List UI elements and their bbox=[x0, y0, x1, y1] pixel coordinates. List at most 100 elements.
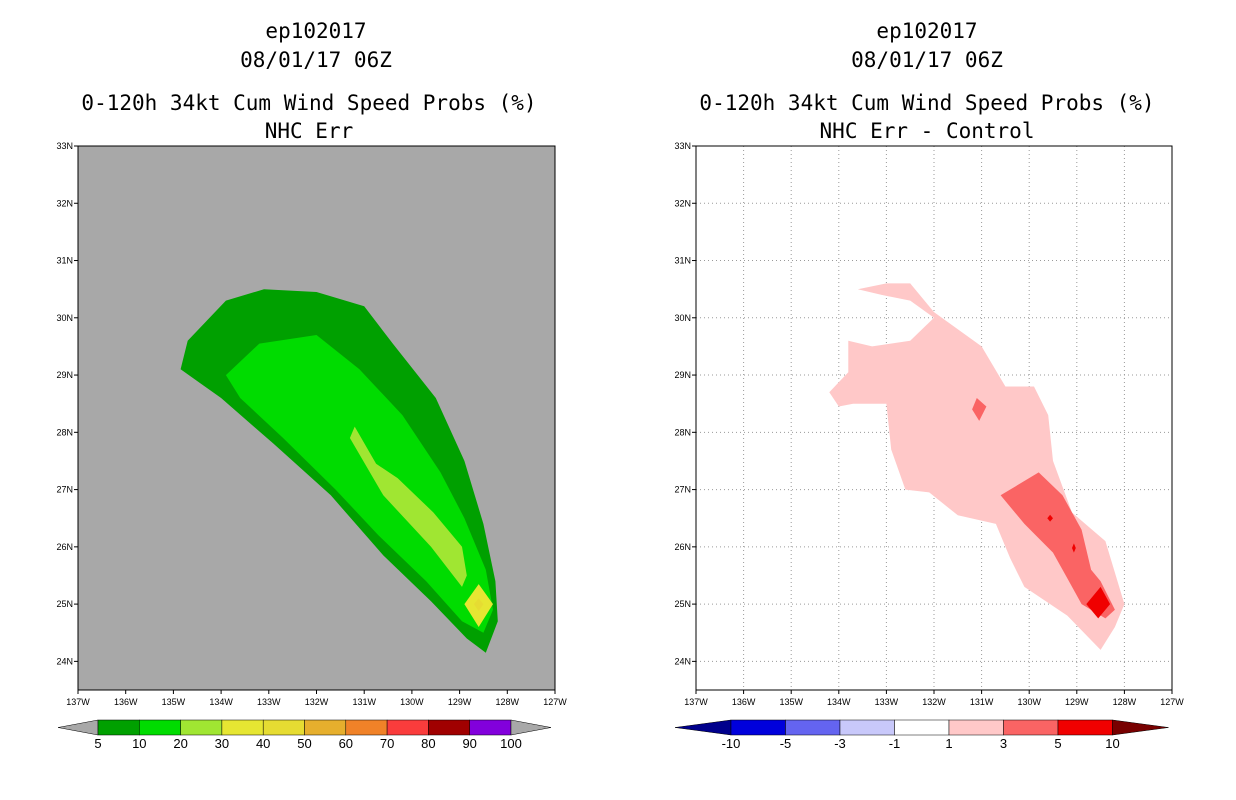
y-tick-label: 31N bbox=[56, 256, 73, 266]
x-tick-label: 133W bbox=[257, 697, 281, 707]
x-tick-label: 132W bbox=[305, 697, 329, 707]
x-tick-label: 131W bbox=[352, 697, 376, 707]
y-tick-label: 30N bbox=[56, 313, 73, 323]
colorbar-high-arrow bbox=[510, 719, 552, 736]
colorbar-low-arrow bbox=[57, 719, 99, 736]
colorbar-swatch bbox=[1003, 719, 1059, 736]
colorbar-label: 90 bbox=[462, 736, 476, 751]
left-x-axis: 137W 136W 135W 134W 133W 132W 131W 130W 129W 128W… bbox=[66, 690, 567, 707]
x-tick-label: 136W bbox=[114, 697, 138, 707]
y-tick-label: 24N bbox=[56, 656, 73, 666]
colorbar-swatch bbox=[304, 719, 347, 736]
x-tick-label: 133W bbox=[875, 697, 899, 707]
colorbar-swatch bbox=[1057, 719, 1113, 736]
x-tick-label: 131W bbox=[970, 697, 994, 707]
colorbar-label: 10 bbox=[132, 736, 146, 751]
colorbar-label: 50 bbox=[297, 736, 311, 751]
y-tick-label: 28N bbox=[56, 427, 73, 437]
x-tick-label: 135W bbox=[162, 697, 186, 707]
x-tick-label: 137W bbox=[66, 697, 90, 707]
colorbar-label: 100 bbox=[500, 736, 522, 751]
y-tick-label: 26N bbox=[56, 542, 73, 552]
contour-5-region bbox=[1047, 514, 1053, 522]
colorbar-swatch bbox=[948, 719, 1004, 736]
y-tick-label: 25N bbox=[56, 599, 73, 609]
x-tick-label: 132W bbox=[922, 697, 946, 707]
left-title: 0-120h 34kt Cum Wind Speed Probs (%) bbox=[81, 91, 536, 115]
y-tick-label: 26N bbox=[674, 542, 691, 552]
right-datetime: 08/01/17 06Z bbox=[851, 48, 1003, 72]
y-tick-label: 30N bbox=[674, 313, 691, 323]
colorbar-swatch bbox=[345, 719, 388, 736]
colorbar-high-arrow bbox=[1112, 719, 1169, 736]
colorbar-label: 1 bbox=[945, 736, 952, 751]
colorbar-swatch bbox=[139, 719, 181, 736]
colorbar-swatch bbox=[221, 719, 264, 736]
x-tick-label: 135W bbox=[779, 697, 803, 707]
colorbar-label: 10 bbox=[1105, 736, 1119, 751]
right-title: 0-120h 34kt Cum Wind Speed Probs (%) bbox=[699, 91, 1154, 115]
right-y-axis: 24N 25N 26N 27N 28N 29N 30N 31N 32N 33N bbox=[674, 141, 696, 666]
colorbar-label: -10 bbox=[722, 736, 741, 751]
colorbar-label: 5 bbox=[94, 736, 101, 751]
y-tick-label: 33N bbox=[56, 141, 73, 151]
colorbar-label: 40 bbox=[256, 736, 270, 751]
x-tick-label: 130W bbox=[400, 697, 424, 707]
y-tick-label: 27N bbox=[56, 485, 73, 495]
colorbar-swatch bbox=[262, 719, 305, 736]
y-tick-label: 28N bbox=[674, 427, 691, 437]
colorbar-label: 3 bbox=[1000, 736, 1007, 751]
colorbar-swatch bbox=[894, 719, 950, 736]
right-subtitle: NHC Err - Control bbox=[820, 119, 1035, 143]
left-subtitle: NHC Err bbox=[265, 119, 354, 143]
y-tick-label: 33N bbox=[674, 141, 691, 151]
left-y-axis: 24N 25N 26N 27N 28N 29N 30N 31N 32N 33N bbox=[56, 141, 78, 666]
contour-20-region bbox=[349, 426, 467, 587]
right-colorbar: -10 -5 -3 -1 1 3 5 10 bbox=[674, 719, 1169, 751]
colorbar-label: -5 bbox=[780, 736, 792, 751]
y-tick-label: 29N bbox=[674, 370, 691, 380]
right-storm-id: ep102017 bbox=[876, 19, 977, 43]
colorbar-swatch bbox=[180, 719, 223, 736]
y-tick-label: 32N bbox=[56, 198, 73, 208]
colorbar-swatch bbox=[785, 719, 841, 736]
contour-5-region bbox=[1086, 586, 1111, 619]
colorbar-label: 60 bbox=[339, 736, 353, 751]
colorbar-low-arrow bbox=[674, 719, 732, 736]
left-contours bbox=[180, 289, 498, 653]
colorbar-label: 80 bbox=[421, 736, 435, 751]
y-tick-label: 27N bbox=[674, 485, 691, 495]
colorbar-swatch bbox=[386, 719, 429, 736]
y-tick-label: 31N bbox=[674, 256, 691, 266]
contour-3-region bbox=[1000, 472, 1115, 619]
x-tick-label: 127W bbox=[543, 697, 567, 707]
colorbar-label: 30 bbox=[215, 736, 229, 751]
y-tick-label: 32N bbox=[674, 198, 691, 208]
x-tick-label: 137W bbox=[684, 697, 708, 707]
contour-5-region bbox=[1072, 543, 1076, 553]
colorbar-swatch bbox=[428, 719, 470, 736]
colorbar-label: 20 bbox=[173, 736, 187, 751]
contour-1-region bbox=[829, 283, 1125, 650]
right-panel: ep102017 08/01/17 06Z 0-120h 34kt Cum Wi… bbox=[674, 19, 1184, 751]
contour-10-region bbox=[225, 335, 493, 633]
colorbar-swatch bbox=[97, 719, 140, 736]
colorbar-label: 5 bbox=[1054, 736, 1061, 751]
right-contours bbox=[829, 283, 1125, 650]
left-storm-id: ep102017 bbox=[265, 19, 366, 43]
x-tick-label: 128W bbox=[496, 697, 520, 707]
y-tick-label: 29N bbox=[56, 370, 73, 380]
colorbar-swatch bbox=[839, 719, 895, 736]
right-x-axis: 137W 136W 135W 134W 133W 132W 131W 130W 129W 128W… bbox=[684, 690, 1184, 707]
colorbar-label: 70 bbox=[380, 736, 394, 751]
y-tick-label: 24N bbox=[674, 656, 691, 666]
colorbar-swatch bbox=[469, 719, 512, 736]
x-tick-label: 136W bbox=[732, 697, 756, 707]
left-datetime: 08/01/17 06Z bbox=[240, 48, 392, 72]
colorbar-label: -1 bbox=[889, 736, 901, 751]
x-tick-label: 134W bbox=[827, 697, 851, 707]
x-tick-label: 130W bbox=[1017, 697, 1041, 707]
x-tick-label: 128W bbox=[1113, 697, 1137, 707]
x-tick-label: 129W bbox=[448, 697, 472, 707]
